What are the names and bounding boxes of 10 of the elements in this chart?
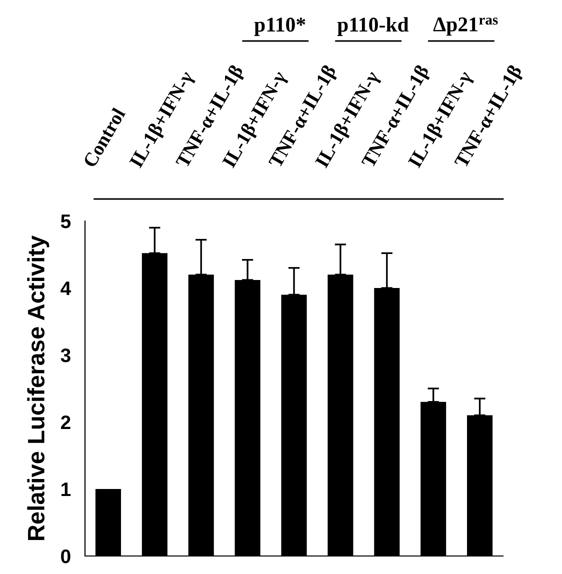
- y-tick-label: 4: [60, 282, 72, 296]
- y-tick-label: 5: [60, 214, 71, 228]
- y-axis-title: Relative Luciferase Activity: [27, 236, 50, 540]
- text: p110-kd: [337, 17, 409, 36]
- text: Δp21$^{ras}$: [433, 17, 498, 36]
- y-tick-label: 1: [62, 482, 71, 496]
- y-tick-label: 2: [60, 415, 70, 430]
- y-tick-label: 3: [60, 348, 70, 362]
- y-tick-label: 0: [61, 549, 70, 564]
- text: p110*: [254, 18, 306, 36]
